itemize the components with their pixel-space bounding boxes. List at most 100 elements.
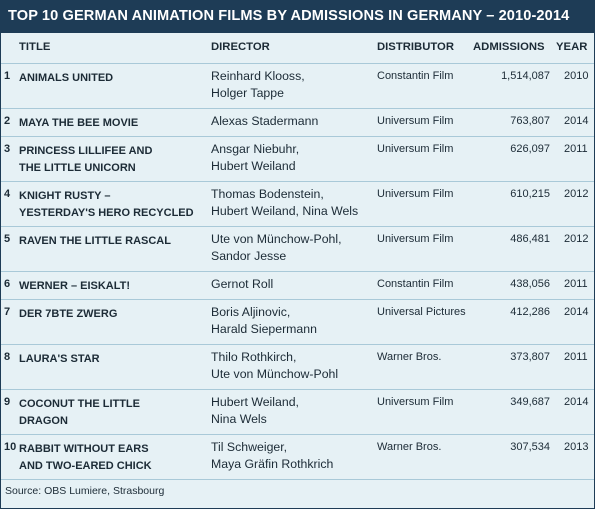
table-row: 5 RAVEN THE LITTLE RASCAL Ute von Münchow-… [1,226,594,272]
table-row: 2 MAYA THE BEE MOVIE Alexas Stadermann Univ… [1,108,594,137]
director-line: Gernot Roll [211,277,274,291]
release-year: 2011 [564,143,588,155]
release-year: 2013 [564,441,589,453]
film-title: RABBIT WITHOUT EARS AND TWO-EARED CHICK [19,441,152,475]
rank-number: 4 [4,188,11,200]
release-year: 2014 [564,396,589,408]
director-line: Ute von Münchow-Pohl [211,367,339,381]
film-title: LAURA'S STAR [19,351,100,368]
distributor: Universum Film [377,115,454,127]
film-title: PRINCESS LILLIFEE AND THE LITTLE UNICORN [19,143,152,177]
admissions-count: 412,286 [510,306,550,318]
header-distributor: DISTRIBUTOR [377,41,454,53]
director-line: Alexas Stadermann [211,114,319,128]
admissions-count: 349,687 [510,396,550,408]
table-row: 8 LAURA'S STAR Thilo Rothkirch, Ute von Mün… [1,344,594,390]
film-title-line: ANIMALS UNITED [19,72,114,84]
film-title: ANIMALS UNITED [19,70,113,87]
distributor: Universum Film [377,396,454,408]
film-title: KNIGHT RUSTY – YESTERDAY'S HERO RECYCLED [19,188,194,222]
table-row: 7 DER 7BTE ZWERG Boris Aljinovic, Harald Si… [1,299,594,345]
table-row: 6 WERNER – EISKALT! Gernot Roll Constantin … [1,271,594,300]
table-row: 10 RABBIT WITHOUT EARS AND TWO-EARED CHICK… [1,434,594,480]
director-names: Ute von Münchow-Pohl, Sandor Jesse [211,231,342,265]
film-title-line: AND TWO-EARED CHICK [19,460,152,472]
director-names: Reinhard Klooss, Holger Tappe [211,68,305,102]
director-line: Ute von Münchow-Pohl, [211,232,342,246]
film-title-line: LAURA'S STAR [19,353,100,365]
release-year: 2011 [564,278,588,290]
admissions-count: 307,534 [510,441,550,453]
release-year: 2010 [564,70,589,82]
film-title: WERNER – EISKALT! [19,278,130,295]
film-title-line: WERNER – EISKALT! [19,280,131,292]
director-line: Hubert Weiland, [211,395,299,409]
director-line: Nina Wels [211,412,267,426]
table-row: 3 PRINCESS LILLIFEE AND THE LITTLE UNICORN… [1,136,594,182]
rank-number: 3 [4,143,11,155]
director-line: Sandor Jesse [211,249,287,263]
film-title: RAVEN THE LITTLE RASCAL [19,233,171,250]
admissions-count: 610,215 [510,188,550,200]
film-title-line: RABBIT WITHOUT EARS [19,443,149,455]
rank-number: 8 [4,351,11,363]
distributor: Universum Film [377,188,454,200]
header-title: TITLE [19,41,51,53]
film-title: DER 7BTE ZWERG [19,306,117,323]
header-director: DIRECTOR [211,41,270,53]
director-line: Holger Tappe [211,86,284,100]
admissions-count: 1,514,087 [501,70,550,82]
director-names: Alexas Stadermann [211,113,318,130]
distributor: Universum Film [377,143,454,155]
film-title-line: YESTERDAY'S HERO RECYCLED [19,207,194,219]
film-title-line: THE LITTLE UNICORN [19,162,136,174]
table-row: 9 COCONUT THE LITTLE DRAGON Hubert Weiland,… [1,389,594,435]
director-names: Thomas Bodenstein, Hubert Weiland, Nina W… [211,186,358,220]
release-year: 2014 [564,306,589,318]
title-bar: TOP 10 GERMAN ANIMATION FILMS BY ADMISSI… [1,1,594,33]
distributor: Universum Film [377,233,454,245]
director-names: Ansgar Niebuhr, Hubert Weiland [211,141,299,175]
director-names: Gernot Roll [211,276,273,293]
rank-number: 10 [4,441,17,453]
distributor: Constantin Film [377,70,454,82]
header-admissions: ADMISSIONS [473,41,545,53]
film-title-line: COCONUT THE LITTLE [19,398,140,410]
director-line: Hubert Weiland [211,159,296,173]
film-title: COCONUT THE LITTLE DRAGON [19,396,140,430]
table-row: 1 ANIMALS UNITED Reinhard Klooss, Holger Ta… [1,63,594,109]
film-title-line: RAVEN THE LITTLE RASCAL [19,235,171,247]
director-line: Thilo Rothkirch, [211,350,297,364]
director-names: Til Schweiger, Maya Gräfin Rothkrich [211,439,333,473]
release-year: 2014 [564,115,589,127]
rank-number: 5 [4,233,11,245]
distributor: Warner Bros. [377,351,442,363]
film-title-line: DRAGON [19,415,68,427]
release-year: 2012 [564,188,589,200]
director-line: Boris Aljinovic, [211,305,291,319]
table-row: 4 KNIGHT RUSTY – YESTERDAY'S HERO RECYCLED… [1,181,594,227]
distributor: Warner Bros. [377,441,442,453]
film-title-line: KNIGHT RUSTY – [19,190,111,202]
film-title-line: MAYA THE BEE MOVIE [19,117,139,129]
admissions-count: 486,481 [510,233,550,245]
director-line: Hubert Weiland, Nina Wels [211,204,359,218]
rank-number: 9 [4,396,11,408]
rank-number: 1 [4,70,11,82]
director-line: Reinhard Klooss, [211,69,305,83]
film-title-line: PRINCESS LILLIFEE AND [19,145,153,157]
director-line: Harald Siepermann [211,322,317,336]
admissions-count: 626,097 [510,143,550,155]
rank-number: 7 [4,306,11,318]
header-year: YEAR [556,41,588,53]
director-line: Maya Gräfin Rothkrich [211,457,334,471]
director-line: Ansgar Niebuhr, [211,142,300,156]
page-title: TOP 10 GERMAN ANIMATION FILMS BY ADMISSI… [8,8,570,24]
admissions-count: 438,056 [510,278,550,290]
release-year: 2012 [564,233,589,245]
source-note: Source: OBS Lumiere, Strasbourg [5,485,165,497]
release-year: 2011 [564,351,588,363]
film-title: MAYA THE BEE MOVIE [19,115,138,132]
director-names: Thilo Rothkirch, Ute von Münchow-Pohl [211,349,338,383]
admissions-count: 373,807 [510,351,550,363]
